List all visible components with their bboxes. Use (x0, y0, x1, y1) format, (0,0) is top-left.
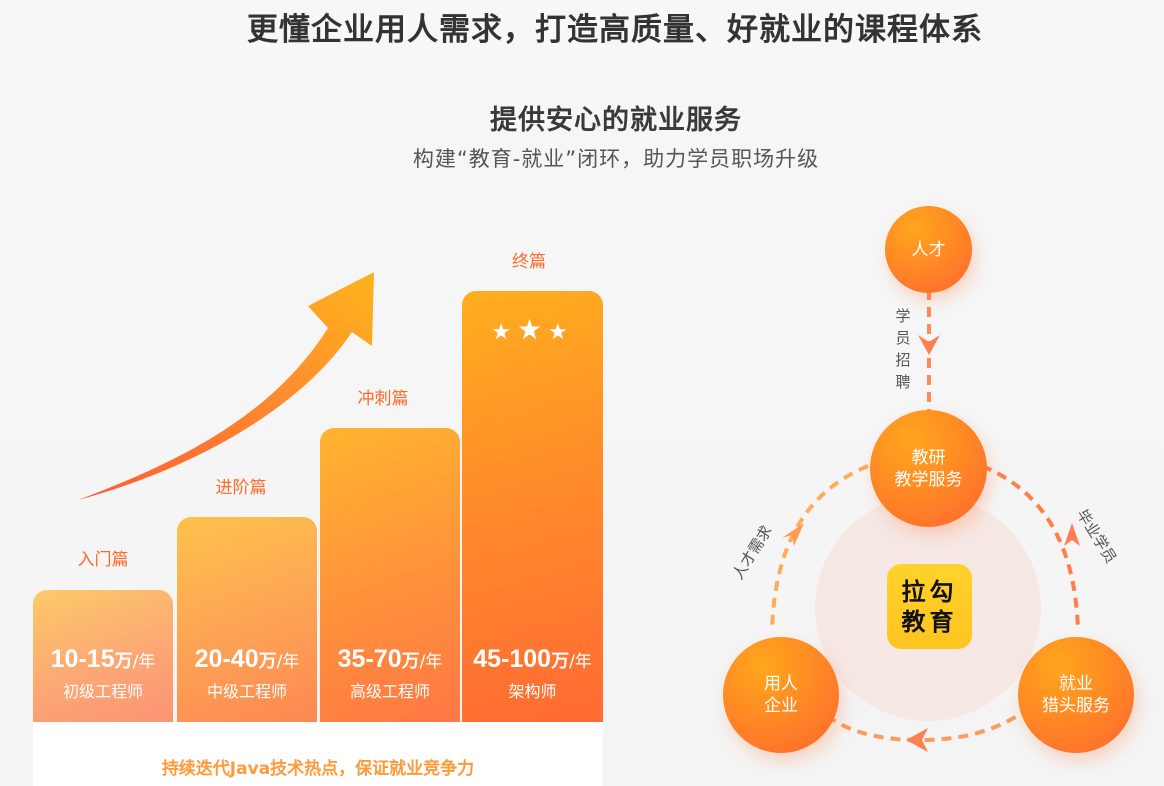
logo-line2: 教育 (901, 607, 958, 636)
stage-bar-final: ★★★ 45-100万/年 架构师 (462, 291, 603, 722)
stage-label-beginner: 入门篇 (77, 550, 129, 570)
cycle-connectors (770, 290, 1080, 752)
salary-per: /年 (276, 652, 300, 672)
node-enterprise-line2: 企业 (764, 696, 798, 716)
salary-per: /年 (569, 652, 592, 672)
stage-bar-advanced: 20-40万/年 中级工程师 (177, 517, 317, 722)
stage-label-final: 终篇 (512, 252, 546, 272)
salary-per: /年 (419, 652, 443, 672)
star-rating-icon: ★★★ (491, 313, 574, 346)
node-talent-label: 人才 (911, 239, 946, 260)
logo-line1: 拉勾 (901, 577, 958, 606)
salary-value: 10-15 (50, 645, 115, 673)
section-title: 提供安心的就业服务 (490, 105, 742, 136)
salary-unit: 万 (551, 651, 570, 672)
lagou-logo: 拉勾 教育 (887, 564, 972, 649)
section-subtitle: 构建“教育-就业”闭环，助力学员职场升级 (412, 147, 820, 171)
salary-unit: 万 (401, 651, 420, 672)
stage-bar-sprint: 35-70万/年 高级工程师 (320, 428, 460, 722)
node-talent: 人才 (885, 206, 972, 293)
bottom-banner: 持续迭代Java技术热点，保证就业竞争力 (33, 722, 603, 786)
stage-bar-beginner: 10-15万/年 初级工程师 (33, 590, 173, 722)
upward-curved-arrow-icon (78, 272, 374, 500)
salary-unit: 万 (114, 651, 133, 672)
role-label: 初级工程师 (62, 682, 143, 701)
node-headhunt-line2: 猎头服务 (1042, 696, 1110, 716)
page-title: 更懂企业用人需求，打造高质量、好就业的课程体系 (247, 12, 983, 48)
salary-value: 35-70 (337, 645, 402, 673)
salary-per: /年 (132, 652, 156, 672)
node-hiring-enterprise: 用人 企业 (723, 637, 839, 753)
stage-label-sprint: 冲刺篇 (357, 389, 409, 409)
salary-value: 20-40 (194, 645, 259, 673)
node-headhunt-line1: 就业 (1059, 674, 1093, 694)
stage-label-advanced: 进阶篇 (215, 478, 267, 498)
node-teaching-service: 教研 教学服务 (870, 410, 987, 527)
role-label: 架构师 (508, 682, 557, 701)
salary-unit: 万 (258, 651, 277, 672)
role-label: 中级工程师 (206, 682, 287, 701)
role-label: 高级工程师 (349, 682, 430, 701)
node-teaching-line2: 教学服务 (894, 469, 963, 490)
node-enterprise-line1: 用人 (764, 674, 798, 694)
bottom-banner-text: 持续迭代Java技术热点，保证就业竞争力 (161, 759, 475, 779)
node-teaching-line1: 教研 (911, 447, 946, 468)
node-employment-headhunting: 就业 猎头服务 (1018, 637, 1134, 753)
salary-value: 45-100 (473, 645, 552, 673)
edge-label-recruitment: 学员招聘 (895, 307, 911, 391)
